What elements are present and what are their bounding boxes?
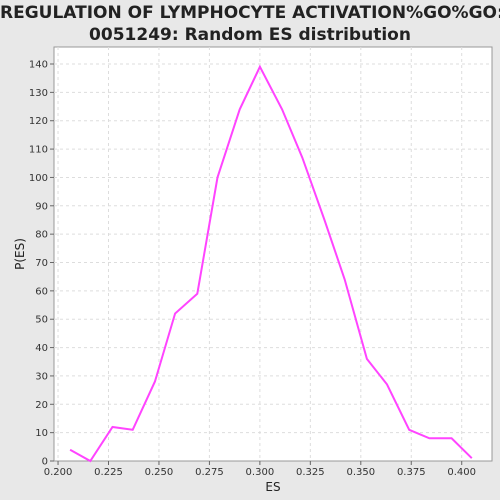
x-tick-label: 0.375 [397,467,426,478]
y-tick-label: 100 [29,173,48,184]
y-tick-label: 120 [29,116,48,127]
x-tick-label: 0.350 [346,467,375,478]
y-tick-label: 20 [35,400,48,411]
chart-title: REGULATION OF LYMPHOCYTE ACTIVATION%GO%G… [0,2,500,46]
y-tick-label: 130 [29,88,48,99]
y-tick-label: 70 [35,258,48,269]
es-distribution-line [69,64,473,463]
y-tick-label: 50 [35,315,48,326]
y-tick-label: 60 [35,286,48,297]
x-tick-label: 0.200 [44,467,73,478]
y-tick-label: 30 [35,371,48,382]
y-axis-label: P(ES) [13,238,27,270]
x-tick-label: 0.250 [145,467,174,478]
x-axis-label: ES [265,480,280,494]
y-tick-label: 80 [35,230,48,241]
y-tick-label: 40 [35,343,48,354]
y-tick-label: 10 [35,428,48,439]
grid-lines [54,47,492,461]
y-tick-label: 110 [29,145,48,156]
y-tick-label: 90 [35,201,48,212]
plot-area [53,46,493,462]
x-tick-label: 0.300 [246,467,275,478]
x-axis: 0.200 0.225 0.250 0.275 0.300 0.325 0.350 0.375… [44,461,476,478]
x-tick-label: 0.325 [296,467,325,478]
y-tick-label: 0 [42,457,48,468]
y-axis: 0 10 20 30 40 50 60 70 80 90 100 110 120 130 140 [29,60,54,468]
x-tick-label: 0.225 [94,467,123,478]
chart-title-line-2: 0051249: Random ES distribution [89,25,411,45]
y-tick-label: 140 [29,60,48,71]
x-tick-label: 0.400 [447,467,476,478]
chart-title-line-1: REGULATION OF LYMPHOCYTE ACTIVATION%GO%G… [0,3,500,23]
x-tick-label: 0.275 [195,467,224,478]
